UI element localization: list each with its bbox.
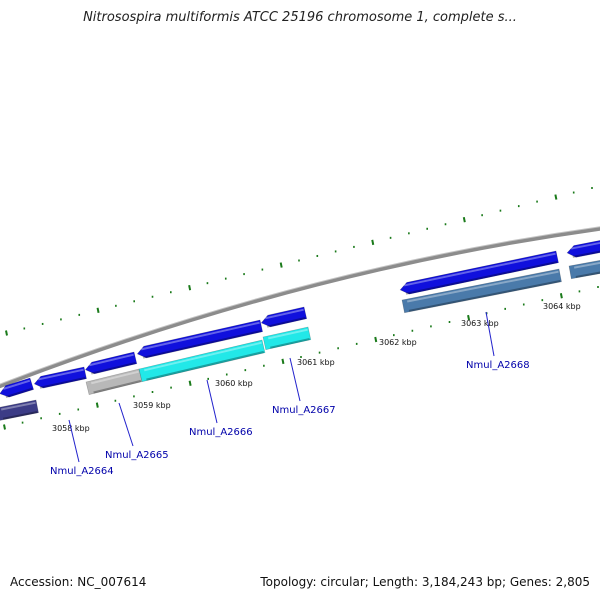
gene-labels: Nmul_A2664 Nmul_A2665 Nmul_A2666 Nmul_A2…: [50, 360, 530, 477]
tick-label-3064: 3064 kbp: [543, 302, 581, 311]
inner-tick: [467, 314, 471, 321]
leader-nmul-a2664: [68, 419, 80, 463]
outer-tick-marks: [5, 187, 593, 336]
tick-label-3062: 3062 kbp: [379, 338, 417, 347]
backbone-highlight: [0, 226, 600, 385]
inner-tick: [3, 424, 6, 430]
outer-tick: [554, 194, 558, 200]
cds-block-a2666[interactable]: [138, 339, 266, 383]
gene-label-nmul-a2664[interactable]: Nmul_A2664: [50, 466, 114, 477]
outer-tick: [96, 307, 100, 314]
cds-block-a2667[interactable]: [262, 326, 312, 351]
inner-tick: [559, 293, 563, 299]
gene-arrow-a2664[interactable]: [33, 366, 87, 389]
outer-tick: [279, 262, 283, 268]
tick-label-3060: 3060 kbp: [215, 379, 253, 388]
leader-nmul-a2666: [206, 379, 218, 424]
gene-label-nmul-a2666[interactable]: Nmul_A2666: [189, 427, 253, 438]
tick-label-3061: 3061 kbp: [297, 358, 335, 367]
cds-block-a2664[interactable]: [0, 399, 39, 421]
leader-nmul-a2667: [289, 357, 301, 402]
accession-text: Accession: NC_007614: [10, 575, 147, 589]
gene-label-leaders: [68, 311, 495, 463]
gene-label-nmul-a2665[interactable]: Nmul_A2665: [105, 450, 169, 461]
forward-gene-track: [0, 240, 600, 398]
gene-label-nmul-a2667[interactable]: Nmul_A2667: [272, 405, 336, 416]
leader-nmul-a2665: [118, 402, 134, 447]
tick-label-3063: 3063 kbp: [461, 319, 499, 328]
gene-arrow-a2669[interactable]: [566, 240, 600, 258]
inner-tick: [188, 380, 192, 386]
gene-arrow-a2666[interactable]: [136, 319, 263, 359]
inner-tick: [374, 336, 378, 343]
gene-arrow-a2668[interactable]: [399, 250, 559, 295]
inner-tick: [281, 358, 285, 365]
cds-feature-track: [0, 260, 600, 421]
gene-arrow-a2665[interactable]: [84, 351, 138, 375]
outer-tick: [188, 284, 192, 291]
chromosome-backbone: [0, 226, 600, 389]
tick-label-3059: 3059 kbp: [133, 401, 171, 410]
outer-tick: [371, 239, 375, 246]
inner-tick-marks: [3, 286, 599, 430]
outer-tick: [5, 330, 8, 336]
gene-arrow-a2663[interactable]: [0, 377, 34, 398]
gene-label-nmul-a2668[interactable]: Nmul_A2668: [466, 360, 530, 371]
map-title: Nitrosospira multiformis ATCC 25196 chro…: [83, 10, 517, 25]
cds-block-a2669[interactable]: [568, 260, 600, 280]
cds-block-a2668[interactable]: [401, 268, 562, 314]
inner-tick: [95, 402, 99, 408]
topology-summary: Topology: circular; Length: 3,184,243 bp…: [260, 575, 590, 589]
gene-arrow-a2667[interactable]: [260, 306, 308, 328]
outer-tick: [462, 217, 466, 223]
leader-nmul-a2668: [485, 311, 495, 357]
